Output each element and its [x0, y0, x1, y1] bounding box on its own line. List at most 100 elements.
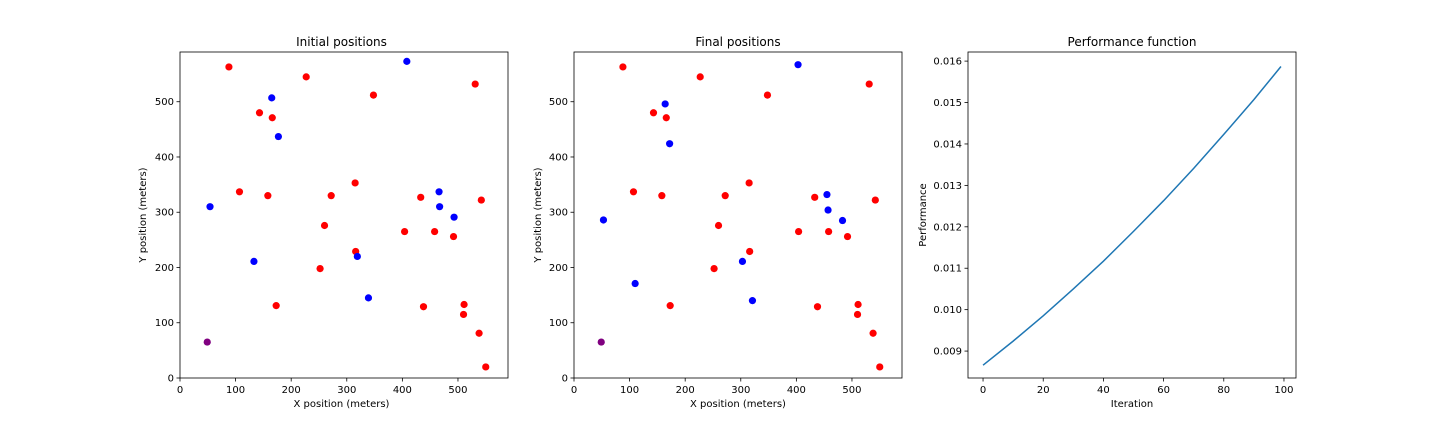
y-axis-label: Y position (meters): [138, 167, 149, 263]
y-axis-label: Y position (meters): [533, 167, 544, 263]
y-tick-label: 0: [168, 374, 174, 385]
point-red: [477, 196, 485, 204]
point-blue: [250, 257, 258, 266]
point-blue: [403, 57, 411, 65]
point-red: [327, 192, 335, 200]
point-red: [264, 192, 272, 200]
chart-title: Initial positions: [296, 35, 387, 49]
point-blue: [794, 61, 802, 69]
point-red: [813, 303, 822, 311]
point-red: [369, 91, 378, 99]
x-axis-label: X position (meters): [294, 399, 390, 410]
point-red: [825, 227, 833, 236]
plot-frame: [967, 51, 1297, 379]
point-red: [351, 179, 359, 187]
x-tick-label: 500: [448, 385, 467, 396]
point-red: [876, 363, 884, 371]
point-blue: [824, 206, 832, 214]
point-blue: [823, 190, 831, 199]
x-tick-label: 300: [731, 385, 750, 396]
x-tick-label: 400: [393, 385, 412, 396]
point-red: [268, 114, 276, 122]
y-axis-label: Performance: [918, 183, 929, 246]
point-purple: [597, 338, 605, 346]
x-tick-label: 200: [282, 385, 301, 396]
point-red: [459, 310, 468, 319]
x-tick-label: 100: [620, 385, 639, 396]
y-tick-label: 0: [562, 374, 568, 385]
point-red: [272, 302, 280, 310]
point-blue: [353, 252, 361, 261]
y-tick-label: 300: [155, 208, 174, 219]
point-blue: [436, 203, 444, 211]
x-tick-label: 40: [1097, 385, 1110, 396]
point-red: [662, 114, 670, 122]
point-blue: [599, 216, 608, 224]
chart-title: Final positions: [695, 35, 780, 49]
point-red: [649, 109, 658, 117]
y-tick-label: 400: [155, 152, 174, 163]
point-red: [710, 265, 718, 273]
point-red: [417, 193, 425, 201]
y-tick-label: 500: [549, 97, 568, 108]
point-red: [629, 188, 638, 196]
point-blue: [738, 257, 747, 266]
chart-title: Performance function: [1068, 35, 1197, 49]
point-red: [843, 232, 852, 241]
y-tick-label: 500: [155, 97, 174, 108]
point-blue: [206, 203, 214, 211]
point-red: [721, 192, 729, 200]
point-blue: [631, 279, 639, 288]
panel-final-positions: Final positions X position (meters) Y po…: [533, 35, 903, 410]
point-blue: [274, 132, 282, 141]
x-tick-label: 200: [676, 385, 695, 396]
panel-performance-function: Performance function Iteration Performan…: [918, 35, 1297, 410]
x-tick-label: 80: [1217, 385, 1230, 396]
point-red: [471, 80, 479, 88]
point-red: [482, 363, 490, 371]
plot-frame: [573, 51, 903, 379]
point-red: [865, 80, 873, 88]
y-tick-label: 200: [155, 263, 174, 274]
point-red: [745, 179, 753, 187]
point-red: [854, 300, 862, 309]
point-red: [658, 192, 666, 200]
point-red: [316, 265, 324, 273]
point-red: [696, 73, 704, 81]
x-axis-label: X position (meters): [690, 399, 786, 410]
point-red: [401, 227, 409, 236]
y-tick-label: 0.009: [933, 347, 962, 358]
y-tick-label: 100: [155, 318, 174, 329]
y-tick-label: 0.012: [933, 222, 962, 233]
point-red: [853, 310, 862, 319]
point-red: [795, 227, 803, 236]
point-blue: [838, 216, 847, 225]
point-red: [714, 221, 723, 230]
point-red: [811, 193, 819, 201]
series-line: [982, 66, 1282, 366]
point-blue: [268, 94, 276, 102]
point-red: [871, 196, 879, 204]
y-tick-label: 400: [549, 152, 568, 163]
point-blue: [666, 140, 674, 148]
point-red: [320, 221, 329, 230]
x-tick-label: 300: [337, 385, 356, 396]
point-red: [869, 329, 877, 337]
point-blue: [661, 100, 669, 108]
point-red: [619, 63, 627, 71]
y-tick-label: 300: [549, 208, 568, 219]
y-tick-label: 200: [549, 263, 568, 274]
y-tick-label: 0.010: [933, 305, 962, 316]
x-tick-label: 0: [177, 385, 183, 396]
point-red: [302, 73, 310, 81]
plot-frame: [179, 51, 509, 379]
y-tick-label: 0.011: [933, 264, 962, 275]
y-tick-label: 0.015: [933, 98, 962, 109]
point-red: [746, 247, 754, 256]
point-red: [225, 63, 233, 71]
x-tick-label: 100: [226, 385, 245, 396]
x-tick-label: 500: [842, 385, 861, 396]
y-tick-label: 0.016: [933, 57, 962, 68]
point-red: [431, 227, 439, 236]
